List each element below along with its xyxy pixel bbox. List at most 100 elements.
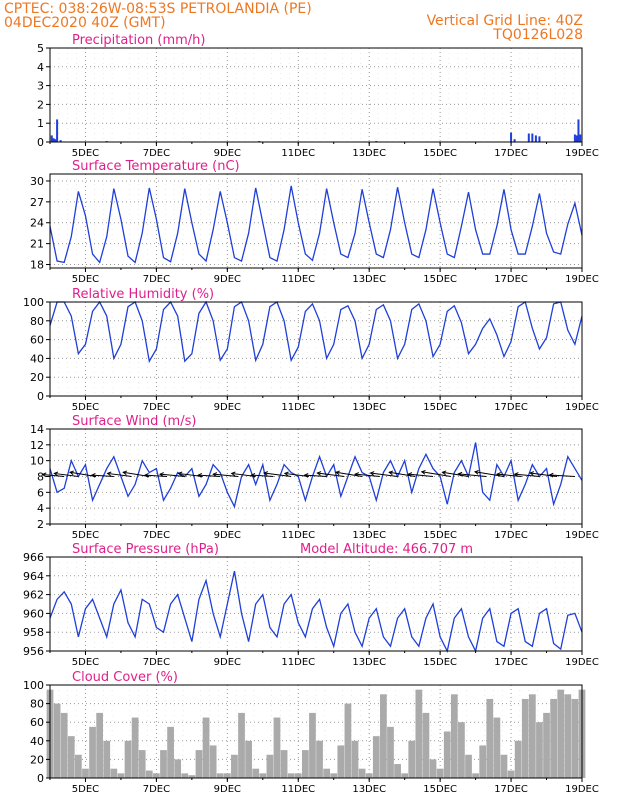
cloud-bar bbox=[514, 740, 522, 778]
cloud-bar bbox=[479, 745, 487, 778]
wind-arrow-head bbox=[197, 472, 203, 478]
x-tick-label: 15DEC bbox=[423, 148, 457, 159]
wind-arrow-head bbox=[143, 472, 149, 478]
cloud-bar bbox=[408, 740, 416, 778]
x-tick-label: 15DEC bbox=[423, 657, 457, 668]
wind-arrow bbox=[264, 472, 292, 477]
cloud-bar bbox=[103, 740, 111, 778]
x-tick-label: 19DEC bbox=[565, 402, 599, 413]
cloud-bar bbox=[443, 731, 451, 778]
precip-bar bbox=[573, 134, 576, 142]
wind-arrow bbox=[69, 471, 97, 477]
wind-arrow bbox=[442, 471, 469, 477]
cloud-bar bbox=[294, 773, 302, 778]
panel-0: 0 1 2 3 4 5 5DEC 7DEC 9DEC 11DEC 13DEC 15DEC 17DEC 19… bbox=[37, 33, 599, 159]
x-tick-label: 9DEC bbox=[214, 657, 241, 668]
precip-bar bbox=[510, 132, 513, 142]
cloud-bar bbox=[521, 698, 529, 778]
x-tick-label: 11DEC bbox=[281, 530, 315, 541]
cloud-bar bbox=[330, 773, 338, 778]
panel-2: 0 20 40 60 80 100 5DEC 7DEC 9DEC 11DEC 13DEC 15DEC 1… bbox=[23, 287, 599, 413]
wind-arrow-head bbox=[529, 471, 535, 476]
wind-arrow bbox=[370, 472, 398, 477]
cloud-bar bbox=[160, 750, 167, 778]
x-tick-label: 17DEC bbox=[494, 530, 528, 541]
wind-arrow-head bbox=[548, 472, 554, 478]
wind-arrow bbox=[304, 474, 327, 477]
cloud-bar bbox=[167, 726, 174, 778]
x-tick-label: 13DEC bbox=[352, 530, 386, 541]
header-date: 04DEC2020 40Z (GMT) bbox=[4, 15, 166, 31]
cloud-bar bbox=[67, 736, 75, 778]
cloud-bar bbox=[372, 736, 380, 778]
cloud-bar bbox=[75, 754, 82, 778]
cloud-bar bbox=[145, 770, 153, 778]
panel-3: 2 4 6 8 10 12 14 5DEC 7DEC 9DEC 11DEC 13DEC 15DEC 17D… bbox=[30, 414, 599, 541]
cloud-bar bbox=[53, 703, 61, 778]
wind-arrow-head bbox=[177, 471, 183, 477]
wind-arrow-head bbox=[513, 472, 519, 477]
cloud-bar bbox=[564, 694, 572, 778]
x-tick-label: 5DEC bbox=[72, 784, 99, 795]
cloud-bar bbox=[493, 717, 501, 778]
series-line bbox=[49, 300, 583, 364]
x-tick-label: 7DEC bbox=[143, 148, 170, 159]
cloud-bar bbox=[486, 698, 494, 778]
x-tick-label: 5DEC bbox=[72, 274, 99, 285]
y-tick-label: 40 bbox=[30, 735, 44, 748]
wind-arrow-head bbox=[230, 471, 236, 477]
panel-5: 0 20 40 60 80 100 5DEC 7DEC 9DEC 11DEC 13DEC 15DEC 1… bbox=[23, 670, 599, 795]
cloud-bar bbox=[174, 759, 182, 778]
wind-arrow bbox=[123, 471, 150, 477]
precip-bar bbox=[577, 119, 580, 142]
series-line bbox=[49, 185, 583, 264]
y-tick-label: 10 bbox=[30, 455, 44, 468]
x-tick-label: 17DEC bbox=[494, 784, 528, 795]
cloud-bar bbox=[280, 750, 288, 778]
panel-title: Relative Humidity (%) bbox=[72, 287, 214, 302]
x-tick-label: 17DEC bbox=[494, 657, 528, 668]
y-tick-label: 958 bbox=[23, 626, 44, 639]
wind-arrow bbox=[549, 474, 575, 477]
cloud-bar bbox=[223, 773, 231, 778]
cloud-bar bbox=[138, 750, 146, 778]
x-tick-label: 19DEC bbox=[565, 530, 599, 541]
cloud-bar bbox=[401, 773, 409, 778]
panel-4: 956 958 960 962 964 966 5DEC 7DEC 9DEC 11DEC 13DEC… bbox=[23, 542, 599, 668]
x-tick-label: 5DEC bbox=[72, 148, 99, 159]
panel-frame bbox=[49, 684, 583, 779]
wind-arrow-head bbox=[457, 471, 463, 477]
y-tick-label: 2 bbox=[37, 98, 44, 111]
wind-arrow bbox=[421, 471, 451, 477]
cloud-bar bbox=[422, 712, 430, 778]
y-tick-label: 5 bbox=[37, 42, 44, 55]
wind-arrow-head bbox=[106, 471, 112, 477]
wind-arrow-head bbox=[407, 472, 413, 477]
cloud-bar bbox=[110, 768, 118, 778]
y-tick-label: 20 bbox=[30, 371, 44, 384]
cloud-bar bbox=[266, 754, 274, 778]
cloud-bar bbox=[571, 698, 579, 778]
cloud-bar bbox=[394, 764, 401, 778]
cloud-bar bbox=[316, 740, 323, 778]
cloud-bar bbox=[465, 754, 472, 778]
y-tick-label: 24 bbox=[30, 217, 44, 230]
cloud-bar bbox=[450, 694, 458, 778]
x-tick-label: 19DEC bbox=[565, 148, 599, 159]
precip-bar bbox=[54, 139, 57, 142]
y-tick-label: 966 bbox=[23, 551, 44, 564]
x-tick-label: 7DEC bbox=[143, 402, 170, 413]
cloud-bar bbox=[238, 712, 245, 778]
precip-bar bbox=[534, 135, 537, 142]
cloud-bar bbox=[344, 703, 352, 778]
cloud-bar bbox=[301, 750, 309, 778]
cloud-bar bbox=[358, 768, 366, 778]
header-model: TQ0126L028 bbox=[492, 27, 583, 43]
wind-arrow-head bbox=[441, 470, 447, 476]
panel-title: Cloud Cover (%) bbox=[72, 670, 178, 685]
x-tick-label: 15DEC bbox=[423, 530, 457, 541]
x-tick-label: 17DEC bbox=[494, 402, 528, 413]
cloud-bar bbox=[188, 775, 196, 778]
x-tick-label: 11DEC bbox=[281, 148, 315, 159]
cloud-bar bbox=[528, 694, 536, 778]
